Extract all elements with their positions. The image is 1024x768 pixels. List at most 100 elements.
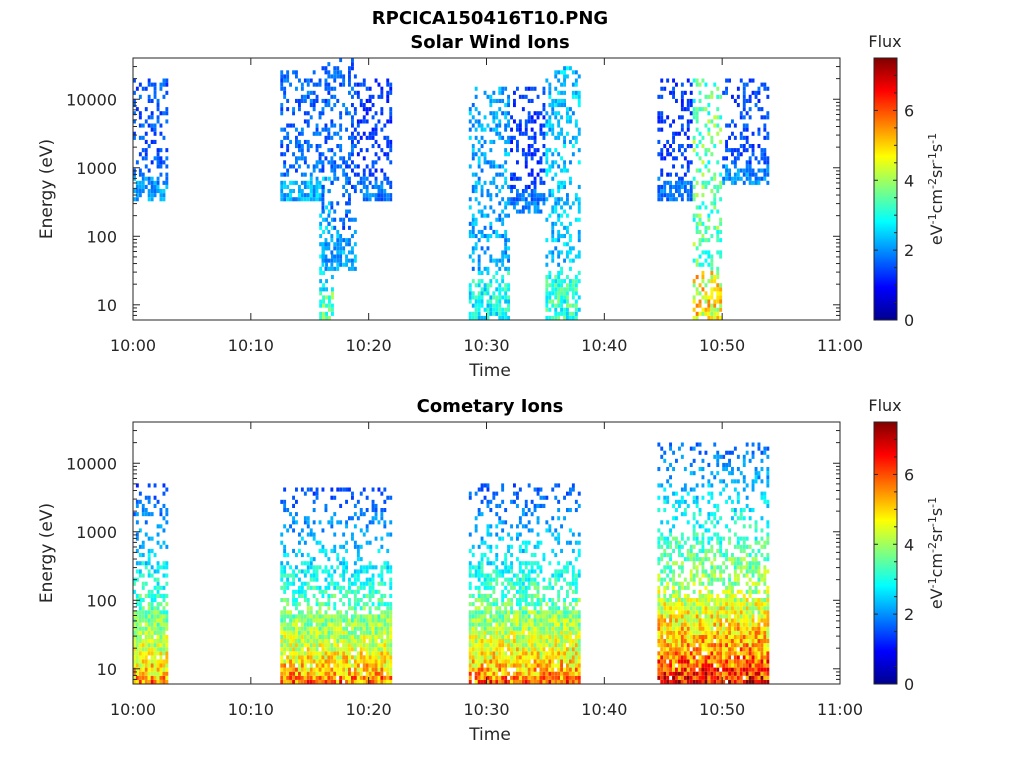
heatmap-cell xyxy=(577,553,581,558)
heatmap-cell xyxy=(524,524,528,529)
heatmap-cell xyxy=(138,598,142,603)
heatmap-cell xyxy=(300,675,304,680)
heatmap-cell xyxy=(303,671,307,676)
heatmap-cell xyxy=(518,659,522,664)
heatmap-cell xyxy=(504,634,508,639)
heatmap-cell xyxy=(150,679,154,684)
heatmap-cell xyxy=(144,86,148,91)
heatmap-cell xyxy=(303,659,307,664)
heatmap-cell xyxy=(303,655,307,660)
heatmap-cell xyxy=(571,144,575,149)
heatmap-cell xyxy=(374,176,378,181)
heatmap-cell xyxy=(309,573,313,578)
heatmap-cell xyxy=(383,193,387,198)
heatmap-cell xyxy=(138,94,142,99)
heatmap-cell xyxy=(135,675,139,680)
heatmap-cell xyxy=(675,508,678,513)
heatmap-cell xyxy=(380,184,384,189)
heatmap-cell xyxy=(135,667,139,672)
heatmap-cell xyxy=(536,201,540,206)
heatmap-cell xyxy=(757,144,761,149)
heatmap-cell xyxy=(683,131,687,136)
heatmap-cell xyxy=(757,180,761,185)
heatmap-cell xyxy=(150,622,154,627)
heatmap-cell xyxy=(336,630,340,635)
heatmap-cell xyxy=(566,569,569,574)
heatmap-cell xyxy=(483,90,487,95)
heatmap-cell xyxy=(315,565,319,570)
heatmap-cell xyxy=(141,172,145,177)
heatmap-cell xyxy=(527,659,531,664)
heatmap-cell xyxy=(133,581,136,586)
heatmap-cell xyxy=(486,602,490,607)
heatmap-cell xyxy=(280,573,284,578)
heatmap-cell xyxy=(675,634,678,639)
heatmap-cell xyxy=(486,213,490,218)
heatmap-cell xyxy=(345,242,348,247)
heatmap-cell xyxy=(560,213,563,218)
heatmap-cell xyxy=(536,148,540,153)
heatmap-cell xyxy=(554,275,558,280)
heatmap-cell xyxy=(365,651,369,656)
heatmap-cell xyxy=(710,303,714,308)
heatmap-cell xyxy=(504,160,508,165)
heatmap-cell xyxy=(336,250,340,255)
heatmap-cell xyxy=(551,209,555,214)
heatmap-cell xyxy=(672,577,675,582)
heatmap-cell xyxy=(577,569,581,574)
heatmap-cell xyxy=(695,291,699,296)
heatmap-cell xyxy=(474,663,478,668)
heatmap-cell xyxy=(147,78,151,83)
heatmap-cell xyxy=(557,659,561,664)
heatmap-cell xyxy=(474,303,478,308)
heatmap-cell xyxy=(498,86,502,91)
heatmap-cell xyxy=(309,671,313,676)
heatmap-cell xyxy=(669,598,672,603)
heatmap-cell xyxy=(666,561,670,566)
heatmap-cell xyxy=(533,189,537,194)
heatmap-cell xyxy=(477,659,481,664)
heatmap-cell xyxy=(359,655,363,660)
heatmap-cell xyxy=(138,180,142,185)
heatmap-cell xyxy=(480,536,484,541)
heatmap-cell xyxy=(336,655,340,660)
heatmap-cell xyxy=(283,524,287,529)
heatmap-cell xyxy=(698,90,702,95)
heatmap-cell xyxy=(521,205,525,210)
heatmap-cell xyxy=(380,512,384,517)
heatmap-cell xyxy=(324,246,328,251)
heatmap-cell xyxy=(563,614,566,619)
heatmap-cell xyxy=(669,90,672,95)
heatmap-cell xyxy=(495,127,499,132)
heatmap-cell xyxy=(548,634,552,639)
heatmap-cell xyxy=(365,135,369,140)
heatmap-cell xyxy=(657,667,661,672)
heatmap-cell xyxy=(504,610,508,615)
heatmap-cell xyxy=(716,270,720,275)
heatmap-cell xyxy=(548,614,552,619)
heatmap-cell xyxy=(560,548,563,553)
heatmap-cell xyxy=(557,135,561,140)
heatmap-cell xyxy=(315,663,319,668)
heatmap-cell xyxy=(742,82,746,87)
heatmap-cell xyxy=(295,618,298,623)
heatmap-cell xyxy=(554,115,558,120)
heatmap-cell xyxy=(554,569,558,574)
heatmap-cell xyxy=(147,679,151,684)
heatmap-cell xyxy=(147,671,151,676)
heatmap-cell xyxy=(545,675,549,680)
heatmap-cell xyxy=(331,295,334,300)
heatmap-cell xyxy=(289,618,292,623)
heatmap-cell xyxy=(660,168,664,173)
heatmap-cell xyxy=(162,585,166,590)
heatmap-cell xyxy=(542,557,546,562)
heatmap-cell xyxy=(156,675,160,680)
heatmap-cell xyxy=(560,671,563,676)
heatmap-cell xyxy=(283,630,287,635)
heatmap-cell xyxy=(657,442,661,447)
heatmap-cell xyxy=(368,577,372,582)
heatmap-cell xyxy=(669,483,672,488)
heatmap-cell xyxy=(725,156,728,161)
heatmap-cell xyxy=(560,630,563,635)
heatmap-cell xyxy=(319,303,323,308)
